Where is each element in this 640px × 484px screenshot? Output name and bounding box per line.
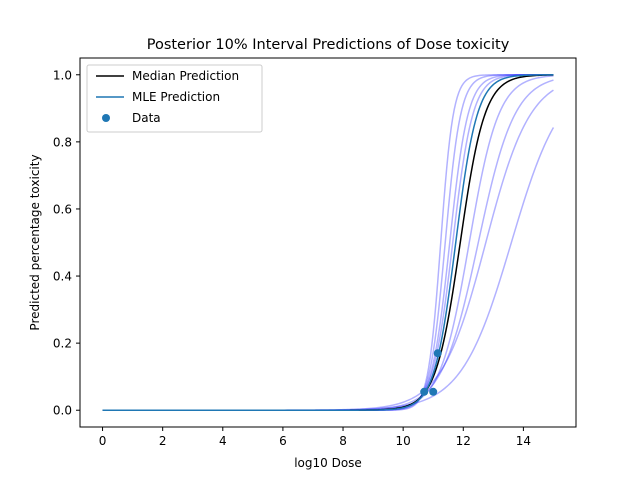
mle-prediction-line: [102, 74, 554, 411]
data-point-1: [429, 387, 438, 396]
plot-area: [102, 74, 555, 411]
y-tick-label: 0.4: [53, 270, 72, 284]
x-tick-label: 14: [516, 434, 531, 448]
x-tick-label: 6: [279, 434, 287, 448]
data-point-2: [433, 349, 442, 358]
legend-mle-label: MLE Prediction: [132, 90, 220, 104]
y-tick-label: 1.0: [53, 68, 72, 82]
legend-median-label: Median Prediction: [132, 69, 239, 83]
legend-data-label: Data: [132, 111, 161, 125]
x-tick-label: 12: [456, 434, 471, 448]
y-axis: 0.0 0.2 0.4 0.6 0.8 1.0: [53, 68, 80, 418]
y-tick-label: 0.6: [53, 202, 72, 216]
y-tick-label: 0.2: [53, 337, 72, 351]
chart-title: Posterior 10% Interval Predictions of Do…: [147, 37, 510, 53]
legend-box: [86, 64, 263, 133]
x-axis-label: log10 Dose: [294, 456, 362, 470]
y-axis-label: Predicted percentage toxicity: [28, 154, 42, 330]
x-axis: 0 2 4 6 8 10 12 14: [99, 427, 531, 448]
legend: Median Prediction MLE Prediction Data: [86, 64, 263, 133]
axes-frame: [79, 57, 577, 428]
y-tick-label: 0.0: [53, 404, 72, 418]
legend-data-swatch: [102, 114, 110, 122]
x-tick-label: 10: [396, 434, 411, 448]
x-tick-label: 8: [339, 434, 347, 448]
x-tick-label: 2: [159, 434, 167, 448]
data-point-0: [420, 387, 429, 396]
y-tick-label: 0.8: [53, 135, 72, 149]
x-tick-label: 4: [219, 434, 227, 448]
x-tick-label: 0: [99, 434, 107, 448]
